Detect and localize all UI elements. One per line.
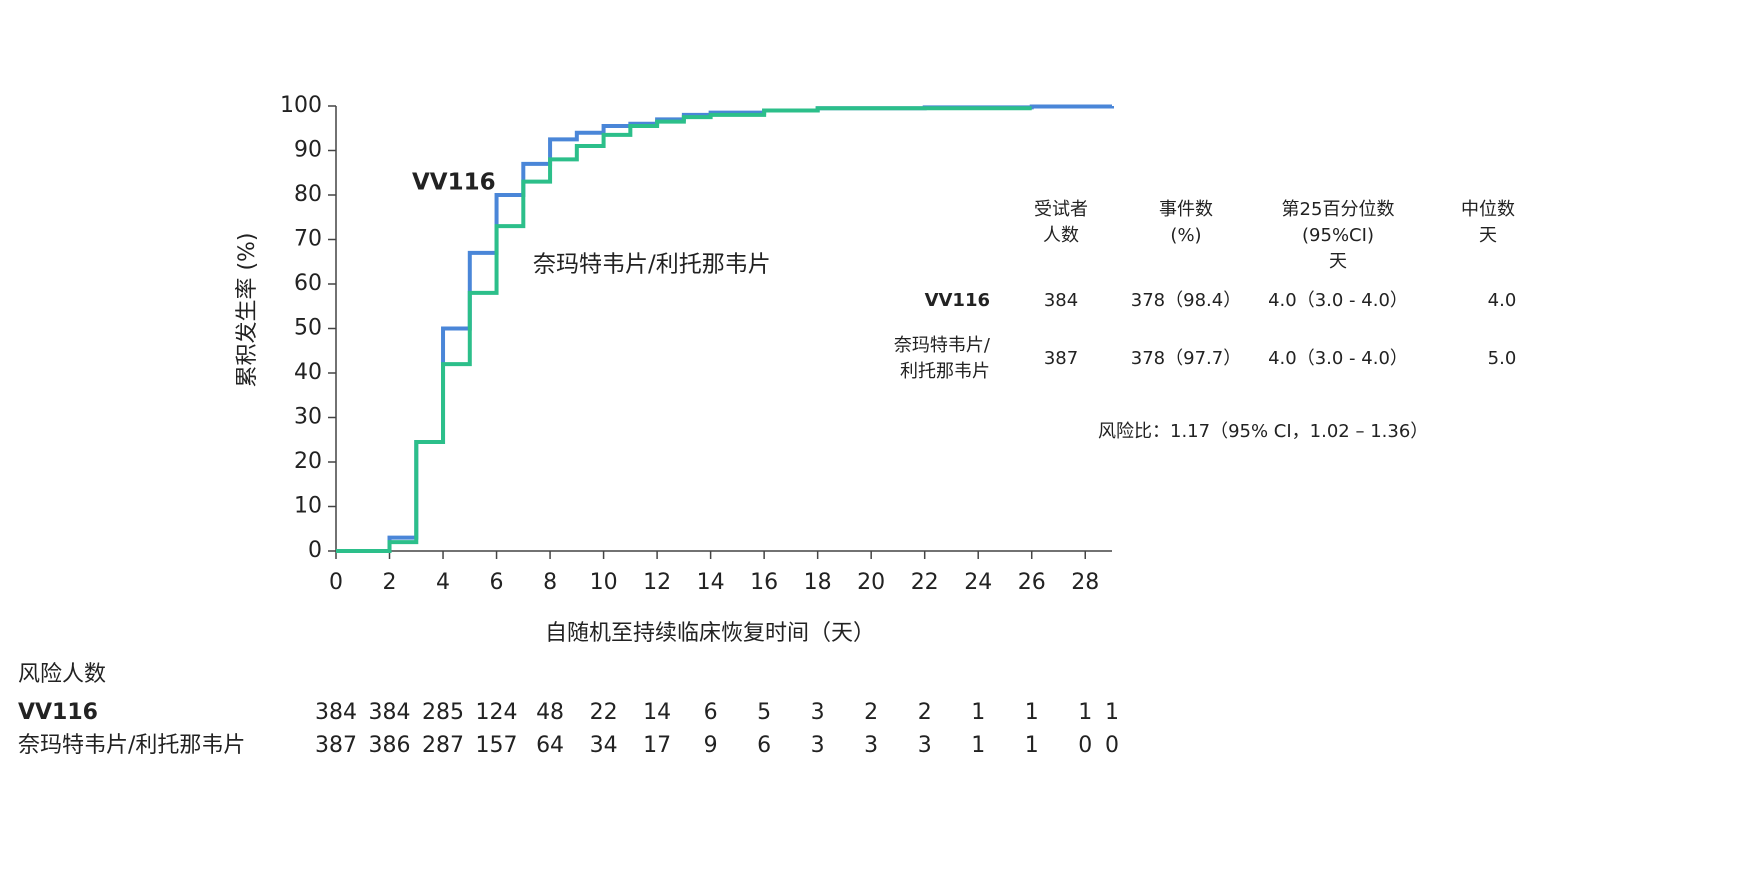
risk-value: 64 <box>536 733 564 758</box>
x-tick-label: 0 <box>329 570 343 595</box>
table-header: 天 <box>1479 225 1497 246</box>
y-tick-label: 60 <box>294 271 322 296</box>
risk-value: 3 <box>864 733 878 758</box>
x-tick-label: 10 <box>590 570 618 595</box>
y-tick-label: 70 <box>294 227 322 252</box>
table-header: 中位数 <box>1461 199 1515 220</box>
y-tick-label: 10 <box>294 494 322 519</box>
risk-value: 1 <box>971 733 985 758</box>
table-cell: 378（97.7） <box>1131 348 1241 369</box>
x-axis-label: 自随机至持续临床恢复时间（天） <box>545 621 875 646</box>
series-line <box>336 106 1032 553</box>
table-cell: 384 <box>1044 290 1078 311</box>
x-tick-label: 18 <box>804 570 832 595</box>
risk-value: 2 <box>864 700 878 725</box>
risk-value: 3 <box>811 700 825 725</box>
y-tick-label: 20 <box>294 449 322 474</box>
risk-value: 386 <box>369 733 411 758</box>
y-tick-label: 80 <box>294 182 322 207</box>
table-header: (95%CI) <box>1302 225 1374 246</box>
risk-title: 风险人数 <box>18 662 106 687</box>
y-tick-label: 90 <box>294 138 322 163</box>
table-header: 第25百分位数 <box>1282 199 1395 220</box>
y-axis-label: 累积发生率 (%) <box>235 232 260 387</box>
table-header: 天 <box>1329 251 1347 272</box>
risk-value: 387 <box>315 733 357 758</box>
x-tick-label: 24 <box>964 570 992 595</box>
risk-value: 6 <box>704 700 718 725</box>
risk-value: 5 <box>757 700 771 725</box>
risk-value: 2 <box>918 700 932 725</box>
table-cell: 378（98.4） <box>1131 290 1241 311</box>
table-cell: 387 <box>1044 348 1078 369</box>
table-cell: 4.0（3.0 - 4.0） <box>1268 348 1408 369</box>
risk-value: 124 <box>476 700 518 725</box>
x-tick-label: 16 <box>750 570 778 595</box>
risk-row-label: 奈玛特韦片/利托那韦片 <box>18 733 245 758</box>
y-tick-label: 50 <box>294 316 322 341</box>
risk-value: 14 <box>643 700 671 725</box>
risk-value: 0 <box>1078 733 1092 758</box>
x-tick-label: 8 <box>543 570 557 595</box>
y-tick-label: 0 <box>308 538 322 563</box>
x-tick-label: 6 <box>490 570 504 595</box>
risk-value: 1 <box>971 700 985 725</box>
y-tick-label: 30 <box>294 405 322 430</box>
risk-value: 1 <box>1025 733 1039 758</box>
risk-value: 9 <box>704 733 718 758</box>
risk-value: 285 <box>422 700 464 725</box>
risk-value: 6 <box>757 733 771 758</box>
risk-value: 48 <box>536 700 564 725</box>
x-tick-label: 4 <box>436 570 450 595</box>
table-row-label: VV116 <box>925 290 990 311</box>
table-header: 受试者 <box>1034 199 1088 220</box>
risk-value: 157 <box>476 733 518 758</box>
x-tick-label: 20 <box>857 570 885 595</box>
table-header: 事件数 <box>1159 199 1213 220</box>
risk-value: 22 <box>590 700 618 725</box>
table-cell: 4.0 <box>1488 290 1517 311</box>
risk-value: 3 <box>811 733 825 758</box>
risk-value: 287 <box>422 733 464 758</box>
table-row-label: 奈玛特韦片/ <box>894 335 991 356</box>
risk-value: 17 <box>643 733 671 758</box>
series-label: VV116 <box>412 170 496 196</box>
x-tick-label: 28 <box>1071 570 1099 595</box>
risk-value: 1 <box>1105 700 1119 725</box>
table-header: 人数 <box>1043 225 1079 246</box>
table-header: (%) <box>1170 225 1201 246</box>
y-tick-label: 40 <box>294 360 322 385</box>
x-tick-label: 12 <box>643 570 671 595</box>
table-row-label: 利托那韦片 <box>900 361 990 382</box>
x-tick-label: 22 <box>911 570 939 595</box>
table-cell: 5.0 <box>1488 348 1517 369</box>
risk-value: 0 <box>1105 733 1119 758</box>
risk-value: 384 <box>315 700 357 725</box>
risk-value: 34 <box>590 733 618 758</box>
series-label: 奈玛特韦片/利托那韦片 <box>533 252 771 278</box>
risk-value: 384 <box>369 700 411 725</box>
risk-value: 3 <box>918 733 932 758</box>
table-cell: 4.0（3.0 - 4.0） <box>1268 290 1408 311</box>
x-tick-label: 26 <box>1018 570 1046 595</box>
risk-value: 1 <box>1025 700 1039 725</box>
risk-value: 1 <box>1078 700 1092 725</box>
hazard-ratio: 风险比：1.17（95% CI，1.02 – 1.36） <box>1098 421 1428 442</box>
x-tick-label: 14 <box>697 570 725 595</box>
risk-row-label: VV116 <box>18 700 98 725</box>
x-tick-label: 2 <box>383 570 397 595</box>
y-tick-label: 100 <box>280 93 322 118</box>
